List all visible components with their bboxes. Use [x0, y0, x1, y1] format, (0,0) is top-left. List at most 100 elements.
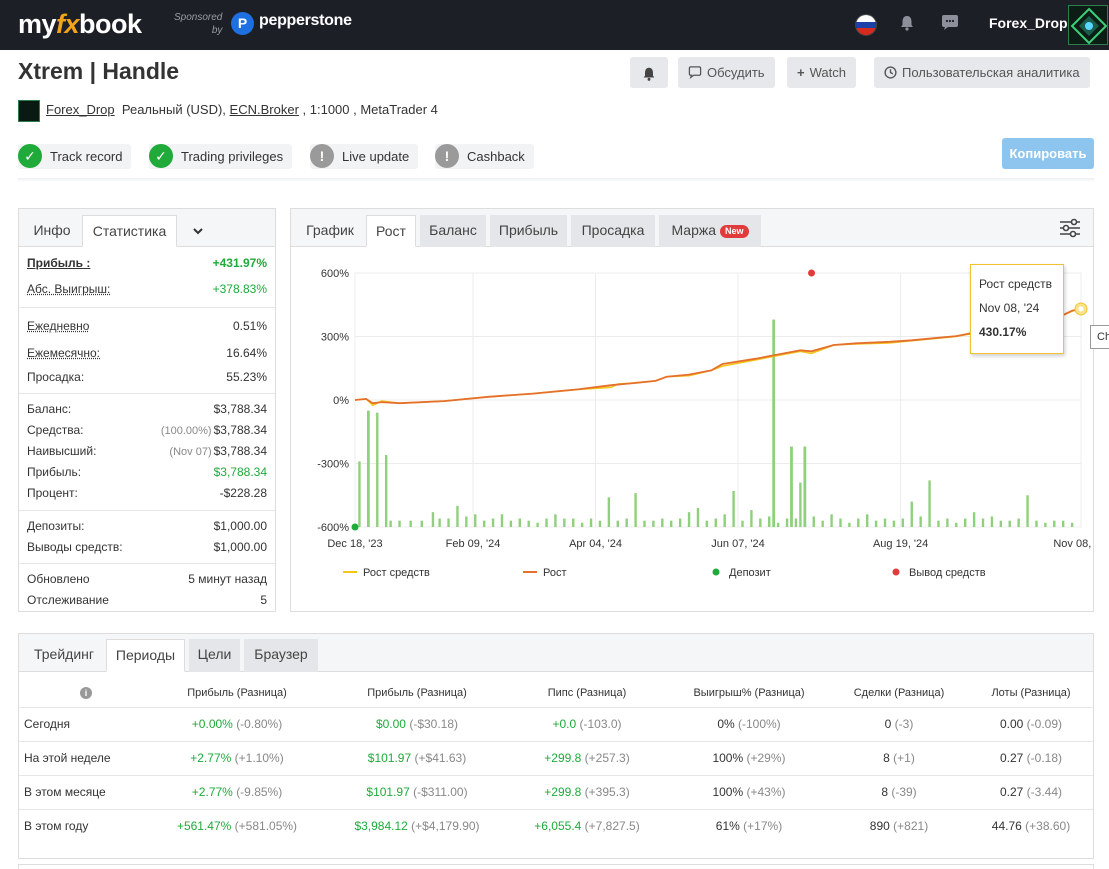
col-header[interactable]: Выигрыш% (Разница) — [693, 687, 805, 699]
stat-row: Средства: (100.00%) $3,788.34 — [27, 423, 267, 437]
custom-analytics-button[interactable]: Пользовательская аналитика — [874, 57, 1090, 88]
badge-trading-privileges[interactable]: ✓ Trading privileges — [149, 144, 293, 169]
cut-tooltip: Ch — [1090, 325, 1109, 349]
bar — [910, 501, 913, 527]
bar — [491, 518, 495, 527]
table-cell: 0.00 (-0.09) — [999, 717, 1063, 731]
bar — [946, 518, 949, 527]
bar — [874, 520, 878, 527]
bar — [972, 512, 976, 527]
table-cell: $3,984.12 (+$4,179.90) — [354, 819, 480, 833]
growth-chart[interactable]: 600% 300% 0% -300% -600% Dec 18, '23 Feb 09, '… — [291, 247, 1093, 611]
bar — [794, 518, 798, 527]
tab-balance[interactable]: Баланс — [420, 215, 486, 247]
tab-margin[interactable]: Маржа New — [659, 215, 761, 247]
bar — [431, 512, 435, 527]
avatar[interactable] — [1068, 5, 1108, 45]
bar — [1044, 522, 1047, 527]
table-cell: 0% (-100%) — [717, 717, 781, 731]
tab-statistics[interactable]: Статистика — [82, 215, 177, 247]
notify-button[interactable] — [630, 57, 668, 88]
col-header[interactable]: Пипс (Разница) — [547, 687, 627, 699]
divider — [19, 563, 275, 564]
bar — [580, 522, 584, 527]
badge-track-record[interactable]: ✓ Track record — [18, 144, 132, 169]
watch-button[interactable]: + Watch — [787, 57, 856, 88]
discuss-button[interactable]: Обсудить — [678, 57, 775, 88]
stat-row: Ежемесячно: 16.64% — [27, 346, 267, 360]
info-icon[interactable]: i — [59, 678, 113, 708]
bar — [678, 518, 682, 527]
divider — [19, 510, 275, 511]
owner-avatar[interactable] — [18, 99, 40, 122]
tab-profit[interactable]: Прибыль — [490, 215, 567, 247]
tab-chart[interactable]: График — [306, 222, 354, 238]
divider — [19, 307, 275, 308]
bar — [563, 518, 566, 527]
warning-icon: ! — [310, 144, 334, 168]
table-cell: 8 (-39) — [881, 785, 917, 799]
table-cell: +299.8 (+257.3) — [544, 751, 630, 765]
tab-drawdown[interactable]: Просадка — [571, 215, 655, 247]
page-title: Xtrem | Handle — [18, 58, 180, 84]
table-cell: 8 (+1) — [883, 751, 915, 765]
stat-row: Депозиты: $1,000.00 — [27, 519, 267, 533]
stats-tabs: Инфо Статистика — [19, 209, 275, 247]
bar — [554, 514, 557, 527]
bar — [1008, 520, 1011, 527]
series-point — [808, 269, 816, 277]
broker-link[interactable]: ECN.Broker — [229, 102, 299, 117]
bar — [821, 520, 824, 527]
tab-info[interactable]: Инфо — [33, 222, 71, 238]
bar — [409, 520, 412, 527]
bar — [928, 480, 931, 527]
bar — [661, 518, 664, 527]
next-panel-edge — [18, 864, 1094, 869]
tab-goals[interactable]: Цели — [189, 639, 240, 672]
tooltip-value: 430.17% — [979, 325, 1027, 339]
bar — [607, 497, 611, 527]
pepperstone-logo-icon[interactable]: P — [231, 12, 254, 35]
col-header[interactable]: Прибыль (Разница) — [367, 687, 467, 699]
bar — [1061, 520, 1065, 527]
sponsor-name[interactable]: pepperstone — [259, 12, 352, 29]
table-cell: $0.00 (-$30.18) — [375, 717, 459, 731]
tooltip-date: Nov 08, '24 — [979, 301, 1040, 315]
stat-row: Прибыль : +431.97% — [27, 256, 267, 270]
chevron-down-icon[interactable] — [185, 215, 211, 247]
myfxbook-logo[interactable]: myfxbook — [18, 9, 142, 39]
copy-button[interactable]: Копировать — [1002, 138, 1094, 169]
user-name[interactable]: Forex_Drop — [989, 15, 1068, 31]
col-header[interactable]: Сделки (Разница) — [853, 687, 945, 699]
table-cell: 100% (+43%) — [712, 785, 786, 799]
badge-live-update[interactable]: ! Live update — [310, 144, 419, 169]
bar — [741, 520, 744, 527]
col-header[interactable]: Прибыль (Разница) — [187, 687, 287, 699]
bell-icon[interactable] — [897, 14, 917, 34]
owner-link[interactable]: Forex_Drop — [46, 102, 115, 117]
y-tick-label: -600% — [317, 522, 349, 534]
settings-sliders-icon[interactable] — [1059, 218, 1081, 238]
flag-ru-icon[interactable] — [855, 14, 877, 36]
bar — [670, 520, 673, 527]
tooltip-title: Рост средств — [979, 277, 1052, 291]
chat-icon[interactable] — [940, 14, 960, 34]
col-header[interactable]: Лоты (Разница) — [991, 687, 1071, 699]
bar — [384, 455, 388, 527]
new-badge: New — [720, 224, 749, 238]
tab-browser[interactable]: Браузер — [244, 639, 318, 672]
tab-trading[interactable]: Трейдинг — [34, 646, 94, 662]
bar — [438, 518, 441, 527]
bar — [990, 516, 994, 527]
warning-icon: ! — [435, 144, 459, 168]
legend-swatch — [712, 568, 720, 576]
badge-cashback[interactable]: ! Cashback — [435, 144, 534, 169]
bar — [456, 505, 459, 527]
stat-row: Отслеживание 5 — [27, 593, 267, 607]
bar — [572, 518, 575, 527]
legend-label: Депозит — [729, 567, 771, 579]
tab-periods[interactable]: Периоды — [106, 639, 185, 672]
bar — [866, 514, 869, 527]
tab-growth[interactable]: Рост — [366, 215, 416, 247]
bar — [1017, 518, 1020, 527]
